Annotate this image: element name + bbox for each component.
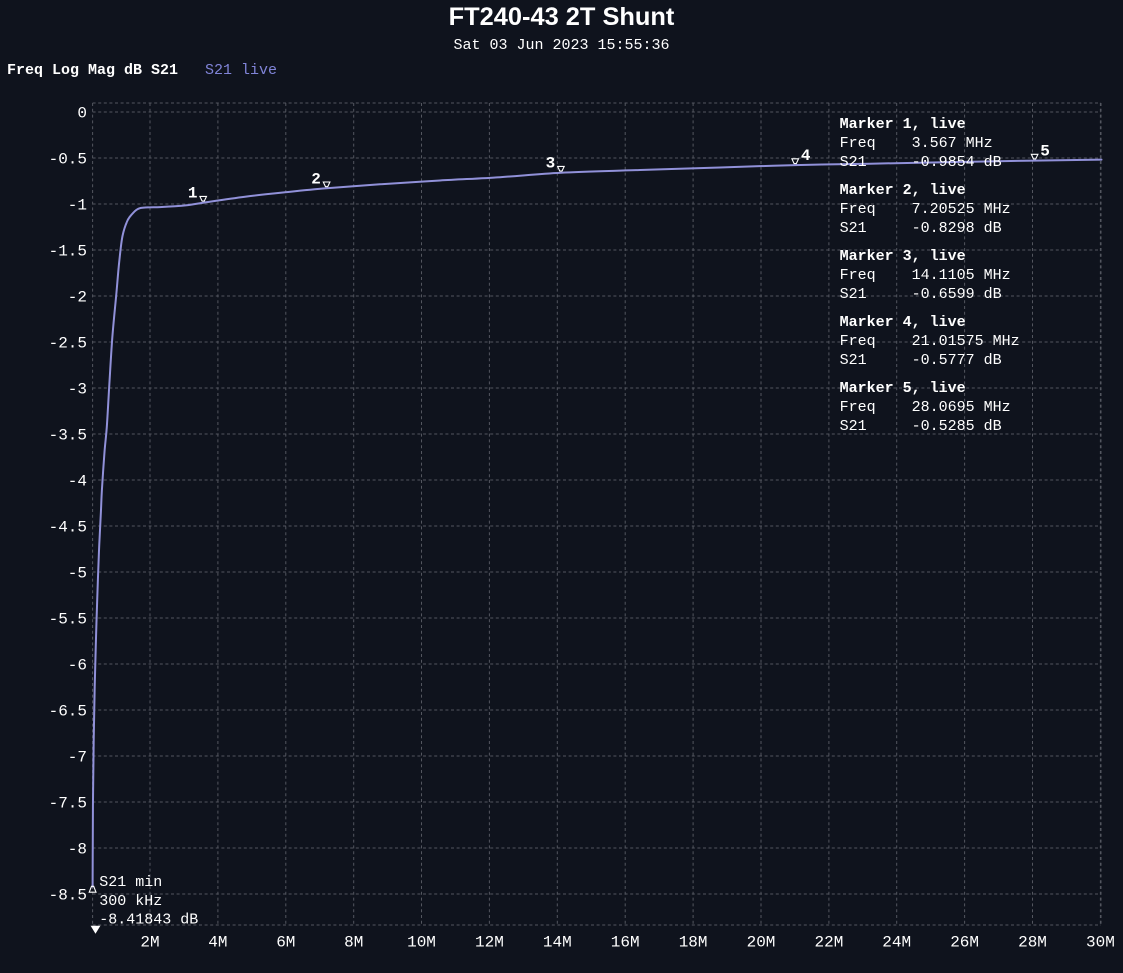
- svg-text:28.0695 MHz: 28.0695 MHz: [912, 399, 1011, 416]
- svg-text:300 kHz: 300 kHz: [99, 893, 162, 910]
- svg-text:S21: S21: [840, 220, 867, 237]
- svg-text:3.567 MHz: 3.567 MHz: [912, 135, 993, 152]
- svg-text:-2.5: -2.5: [49, 335, 87, 353]
- svg-text:8M: 8M: [344, 934, 363, 952]
- svg-text:22M: 22M: [814, 934, 843, 952]
- svg-text:-0.9854 dB: -0.9854 dB: [912, 154, 1002, 171]
- svg-text:10M: 10M: [407, 934, 436, 952]
- svg-text:Marker 1, live: Marker 1, live: [840, 116, 966, 133]
- svg-text:30M: 30M: [1086, 934, 1115, 952]
- svg-text:Freq: Freq: [840, 201, 876, 218]
- svg-text:-4.5: -4.5: [49, 519, 87, 537]
- svg-text:Freq: Freq: [840, 399, 876, 416]
- svg-text:Marker 3, live: Marker 3, live: [840, 248, 966, 265]
- svg-text:-5: -5: [68, 565, 87, 583]
- svg-text:18M: 18M: [679, 934, 708, 952]
- svg-text:-0.5777 dB: -0.5777 dB: [912, 352, 1002, 369]
- svg-text:26M: 26M: [950, 934, 979, 952]
- svg-text:28M: 28M: [1018, 934, 1047, 952]
- svg-text:Freq: Freq: [840, 267, 876, 284]
- svg-text:S21: S21: [840, 352, 867, 369]
- svg-text:-0.8298 dB: -0.8298 dB: [912, 220, 1002, 237]
- svg-text:12M: 12M: [475, 934, 504, 952]
- svg-text:6M: 6M: [276, 934, 295, 952]
- svg-text:24M: 24M: [882, 934, 911, 952]
- svg-text:S21: S21: [840, 154, 867, 171]
- svg-text:5: 5: [1040, 143, 1050, 161]
- svg-text:-0.5285 dB: -0.5285 dB: [912, 418, 1002, 435]
- svg-text:Freq Log Mag dB S21: Freq Log Mag dB S21: [7, 62, 178, 79]
- svg-text:21.01575 MHz: 21.01575 MHz: [912, 333, 1020, 350]
- svg-text:-8.5: -8.5: [49, 887, 87, 905]
- svg-text:-8.41843 dB: -8.41843 dB: [99, 912, 198, 929]
- svg-text:Sat 03 Jun 2023 15:55:36: Sat 03 Jun 2023 15:55:36: [453, 37, 669, 54]
- svg-text:-8: -8: [68, 841, 87, 859]
- svg-text:Freq: Freq: [840, 135, 876, 152]
- svg-text:Marker 2, live: Marker 2, live: [840, 182, 966, 199]
- svg-text:S21 min: S21 min: [99, 874, 162, 891]
- svg-text:4: 4: [801, 147, 811, 165]
- svg-text:2M: 2M: [140, 934, 159, 952]
- svg-text:14M: 14M: [543, 934, 572, 952]
- svg-text:-7.5: -7.5: [49, 795, 87, 813]
- svg-text:-7: -7: [68, 749, 87, 767]
- svg-text:-6.5: -6.5: [49, 703, 87, 721]
- svg-text:20M: 20M: [747, 934, 776, 952]
- svg-text:16M: 16M: [611, 934, 640, 952]
- svg-text:-0.6599 dB: -0.6599 dB: [912, 286, 1002, 303]
- svg-text:2: 2: [311, 170, 321, 188]
- svg-text:-1: -1: [68, 197, 87, 215]
- svg-text:-0.5: -0.5: [49, 151, 87, 169]
- svg-text:1: 1: [188, 185, 198, 203]
- svg-text:-4: -4: [68, 473, 87, 491]
- svg-text:Marker 5, live: Marker 5, live: [840, 380, 966, 397]
- svg-text:Marker 4, live: Marker 4, live: [840, 314, 966, 331]
- svg-text:-6: -6: [68, 657, 87, 675]
- svg-text:7.20525 MHz: 7.20525 MHz: [912, 201, 1011, 218]
- svg-text:-2: -2: [68, 289, 87, 307]
- svg-text:3: 3: [546, 155, 556, 173]
- svg-text:S21: S21: [840, 286, 867, 303]
- svg-text:Freq: Freq: [840, 333, 876, 350]
- svg-text:-1.5: -1.5: [49, 243, 87, 261]
- svg-text:14.1105 MHz: 14.1105 MHz: [912, 267, 1011, 284]
- svg-text:-5.5: -5.5: [49, 611, 87, 629]
- svg-text:S21 live: S21 live: [205, 62, 277, 79]
- svg-text:-3.5: -3.5: [49, 427, 87, 445]
- svg-text:0: 0: [77, 105, 87, 123]
- svg-text:FT240-43 2T Shunt: FT240-43 2T Shunt: [449, 3, 675, 31]
- svg-text:-3: -3: [68, 381, 87, 399]
- svg-text:S21: S21: [840, 418, 867, 435]
- svg-text:4M: 4M: [208, 934, 227, 952]
